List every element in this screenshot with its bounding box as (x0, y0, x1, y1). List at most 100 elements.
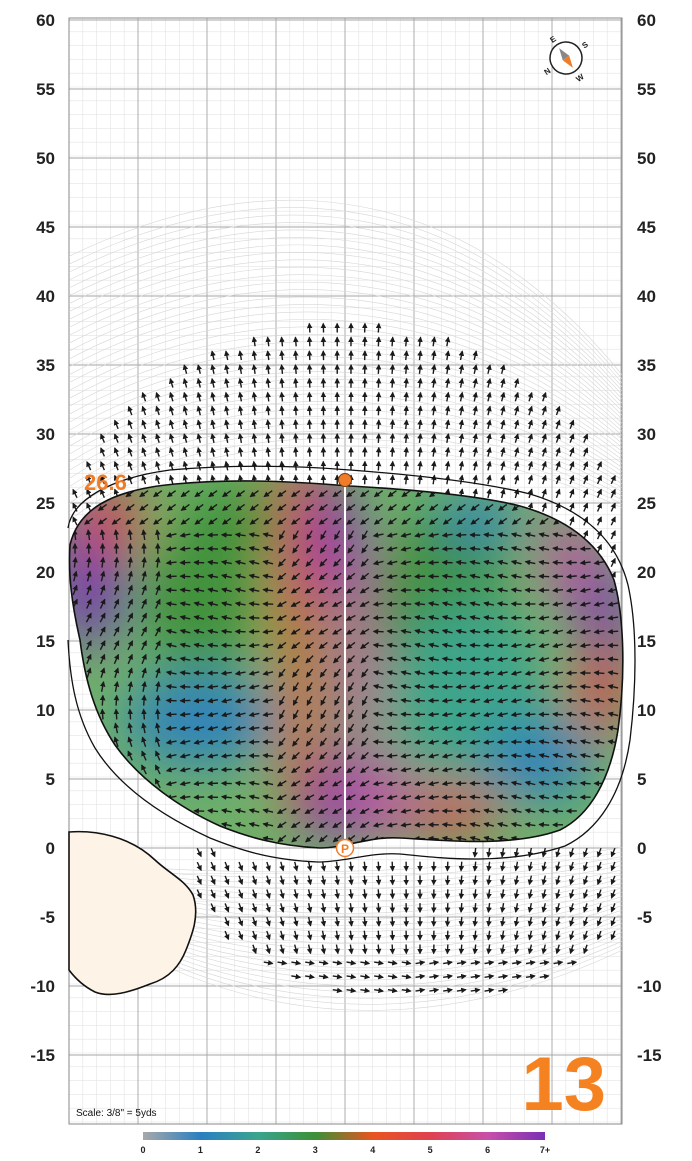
slope-arrow (525, 960, 536, 966)
slope-arrow (207, 697, 219, 704)
slope-arrow (332, 503, 342, 511)
slope-arrow (510, 546, 522, 552)
slope-arrow (525, 517, 535, 525)
slope-arrow (292, 695, 299, 706)
slope-arrow (318, 973, 329, 980)
slope-arrow (154, 764, 161, 775)
slope-arrow (234, 601, 246, 607)
slope-arrow (306, 544, 314, 554)
slope-arrow (596, 847, 603, 858)
slope-arrow (524, 573, 536, 580)
slope-arrow (100, 433, 106, 443)
slope-arrow (579, 725, 591, 731)
slope-arrow (305, 668, 314, 678)
slope-arrow (332, 987, 343, 994)
slope-arrow (361, 903, 368, 914)
slope-arrow (221, 573, 232, 580)
y-tick-left: 5 (46, 770, 55, 789)
slope-arrow (455, 711, 467, 718)
y-tick-left: 50 (36, 149, 55, 168)
slope-arrow (610, 861, 616, 872)
slope-arrow (552, 808, 564, 814)
slope-arrow (251, 875, 257, 886)
slope-arrow (293, 391, 299, 402)
slope-arrow (99, 708, 106, 720)
slope-arrow (400, 559, 412, 566)
slope-arrow (555, 930, 561, 941)
slope-arrow (375, 930, 382, 941)
slope-arrow (207, 684, 219, 690)
slope-arrow (486, 474, 492, 485)
slope-arrow (360, 572, 370, 581)
hole-number: 13 (521, 1042, 606, 1127)
slope-arrow (345, 794, 356, 801)
slope-arrow (262, 752, 274, 759)
slope-arrow (292, 530, 299, 541)
slope-arrow (318, 586, 328, 594)
slope-arrow (417, 391, 423, 402)
slope-arrow (248, 656, 260, 663)
slope-arrow (472, 405, 478, 416)
slope-arrow (193, 780, 205, 787)
slope-arrow (513, 903, 520, 913)
slope-arrow (248, 642, 260, 649)
slope-arrow (593, 559, 605, 566)
compass-letter-e: E (548, 34, 558, 45)
slope-arrow (141, 419, 147, 430)
slope-arrow (582, 433, 589, 443)
slope-arrow (113, 736, 119, 747)
slope-arrow (472, 446, 478, 457)
slope-arrow (165, 614, 177, 621)
slope-arrow (538, 684, 550, 690)
slope-arrow (500, 889, 506, 900)
slope-arrow (360, 960, 371, 966)
slope-arrow (193, 794, 205, 801)
slope-arrow (607, 725, 619, 731)
slope-arrow (182, 377, 189, 388)
slope-arrow (431, 364, 437, 374)
slope-arrow (470, 987, 481, 994)
slope-arrow (486, 419, 492, 430)
slope-arrow (593, 725, 605, 731)
slope-arrow (415, 503, 425, 511)
slope-arrow (431, 474, 437, 485)
slope-arrow (414, 683, 426, 690)
slope-arrow (224, 460, 230, 471)
slope-arrow (525, 973, 536, 980)
slope-arrow (210, 419, 216, 430)
slope-arrow (277, 766, 287, 774)
slope-arrow (165, 670, 177, 676)
slope-arrow (263, 490, 273, 498)
slope-arrow (539, 517, 549, 525)
slope-arrow (400, 711, 412, 718)
slope-arrow (386, 670, 398, 676)
slope-arrow (486, 433, 492, 443)
slope-arrow (179, 601, 191, 607)
slope-arrow (165, 780, 177, 787)
slope-arrow (85, 612, 92, 623)
slope-arrow (234, 656, 246, 663)
slope-arrow (582, 488, 589, 499)
slope-arrow (334, 889, 340, 900)
slope-arrow (248, 559, 260, 566)
slope-arrow (248, 794, 260, 800)
slope-arrow (607, 711, 619, 718)
slope-arrow (127, 680, 134, 692)
slope-arrow (403, 405, 409, 416)
slope-arrow (224, 350, 230, 361)
slope-arrow (193, 587, 205, 593)
slope-arrow (248, 739, 260, 745)
slope-arrow (441, 587, 453, 593)
slope-arrow (334, 695, 341, 706)
slope-arrow (456, 960, 467, 966)
slope-arrow (444, 446, 451, 457)
slope-arrow (524, 711, 536, 718)
slope-arrow (251, 364, 258, 374)
slope-arrow (541, 502, 547, 512)
slope-arrow (565, 711, 577, 718)
slope-arrow (86, 461, 92, 471)
slope-arrow (207, 628, 219, 635)
legend-label: 2 (255, 1145, 260, 1155)
slope-arrow (389, 350, 396, 361)
slope-arrow (610, 903, 616, 913)
